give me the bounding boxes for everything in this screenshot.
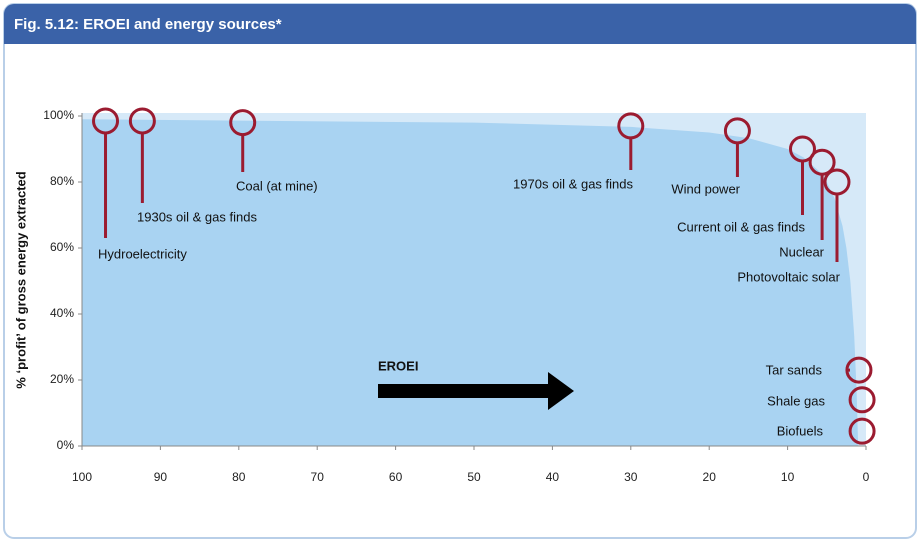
x-tick-label: 60 <box>389 470 403 484</box>
x-tick-label: 20 <box>703 470 717 484</box>
x-tick-label: 100 <box>72 470 92 484</box>
annotation-label: Wind power <box>671 181 740 196</box>
y-tick-label: 60% <box>50 240 74 254</box>
marker <box>617 112 645 140</box>
marker <box>848 386 876 414</box>
marker <box>823 168 851 196</box>
x-tick-label: 0 <box>863 470 870 484</box>
annotation-label: Nuclear <box>779 244 824 259</box>
annotation-label: Tar sands <box>766 362 823 377</box>
x-tick-label: 50 <box>467 470 481 484</box>
y-tick-label: 80% <box>50 174 74 188</box>
marker <box>808 148 836 176</box>
annotation-label: Coal (at mine) <box>236 178 318 193</box>
x-tick-label: 70 <box>311 470 325 484</box>
y-tick-label: 20% <box>50 372 74 386</box>
y-tick-label: 100% <box>43 108 74 122</box>
marker <box>845 356 873 384</box>
marker <box>229 109 257 137</box>
marker <box>723 117 751 145</box>
x-tick-label: 30 <box>624 470 638 484</box>
annotation-label: 1970s oil & gas finds <box>513 176 633 191</box>
annotation-label: Shale gas <box>767 393 825 408</box>
area <box>82 119 859 447</box>
annotation-label: Biofuels <box>777 423 824 438</box>
plot-area <box>78 107 876 450</box>
annotation-label: Hydroelectricity <box>98 246 187 261</box>
marker <box>788 135 816 163</box>
x-tick-label: 40 <box>546 470 560 484</box>
y-tick-label: 40% <box>50 306 74 320</box>
y-axis-label: % ‘profit’ of gross energy extracted <box>13 171 28 389</box>
chart-title: Fig. 5.12: EROEI and energy sources* <box>14 16 282 33</box>
annotation-label: Current oil & gas finds <box>677 219 805 234</box>
x-tick-label: 10 <box>781 470 795 484</box>
y-tick-label: 0% <box>57 438 75 452</box>
eroei-arrow <box>378 372 574 410</box>
x-tick-label: 90 <box>154 470 168 484</box>
annotation-label: Photovoltaic solar <box>737 269 840 284</box>
arrow-label: EROEI <box>378 358 418 373</box>
annotation-label: 1930s oil & gas finds <box>137 209 257 224</box>
marker <box>92 107 120 135</box>
marker <box>128 107 156 135</box>
marker <box>848 417 876 445</box>
header-bar <box>4 4 916 44</box>
x-tick-label: 80 <box>232 470 246 484</box>
